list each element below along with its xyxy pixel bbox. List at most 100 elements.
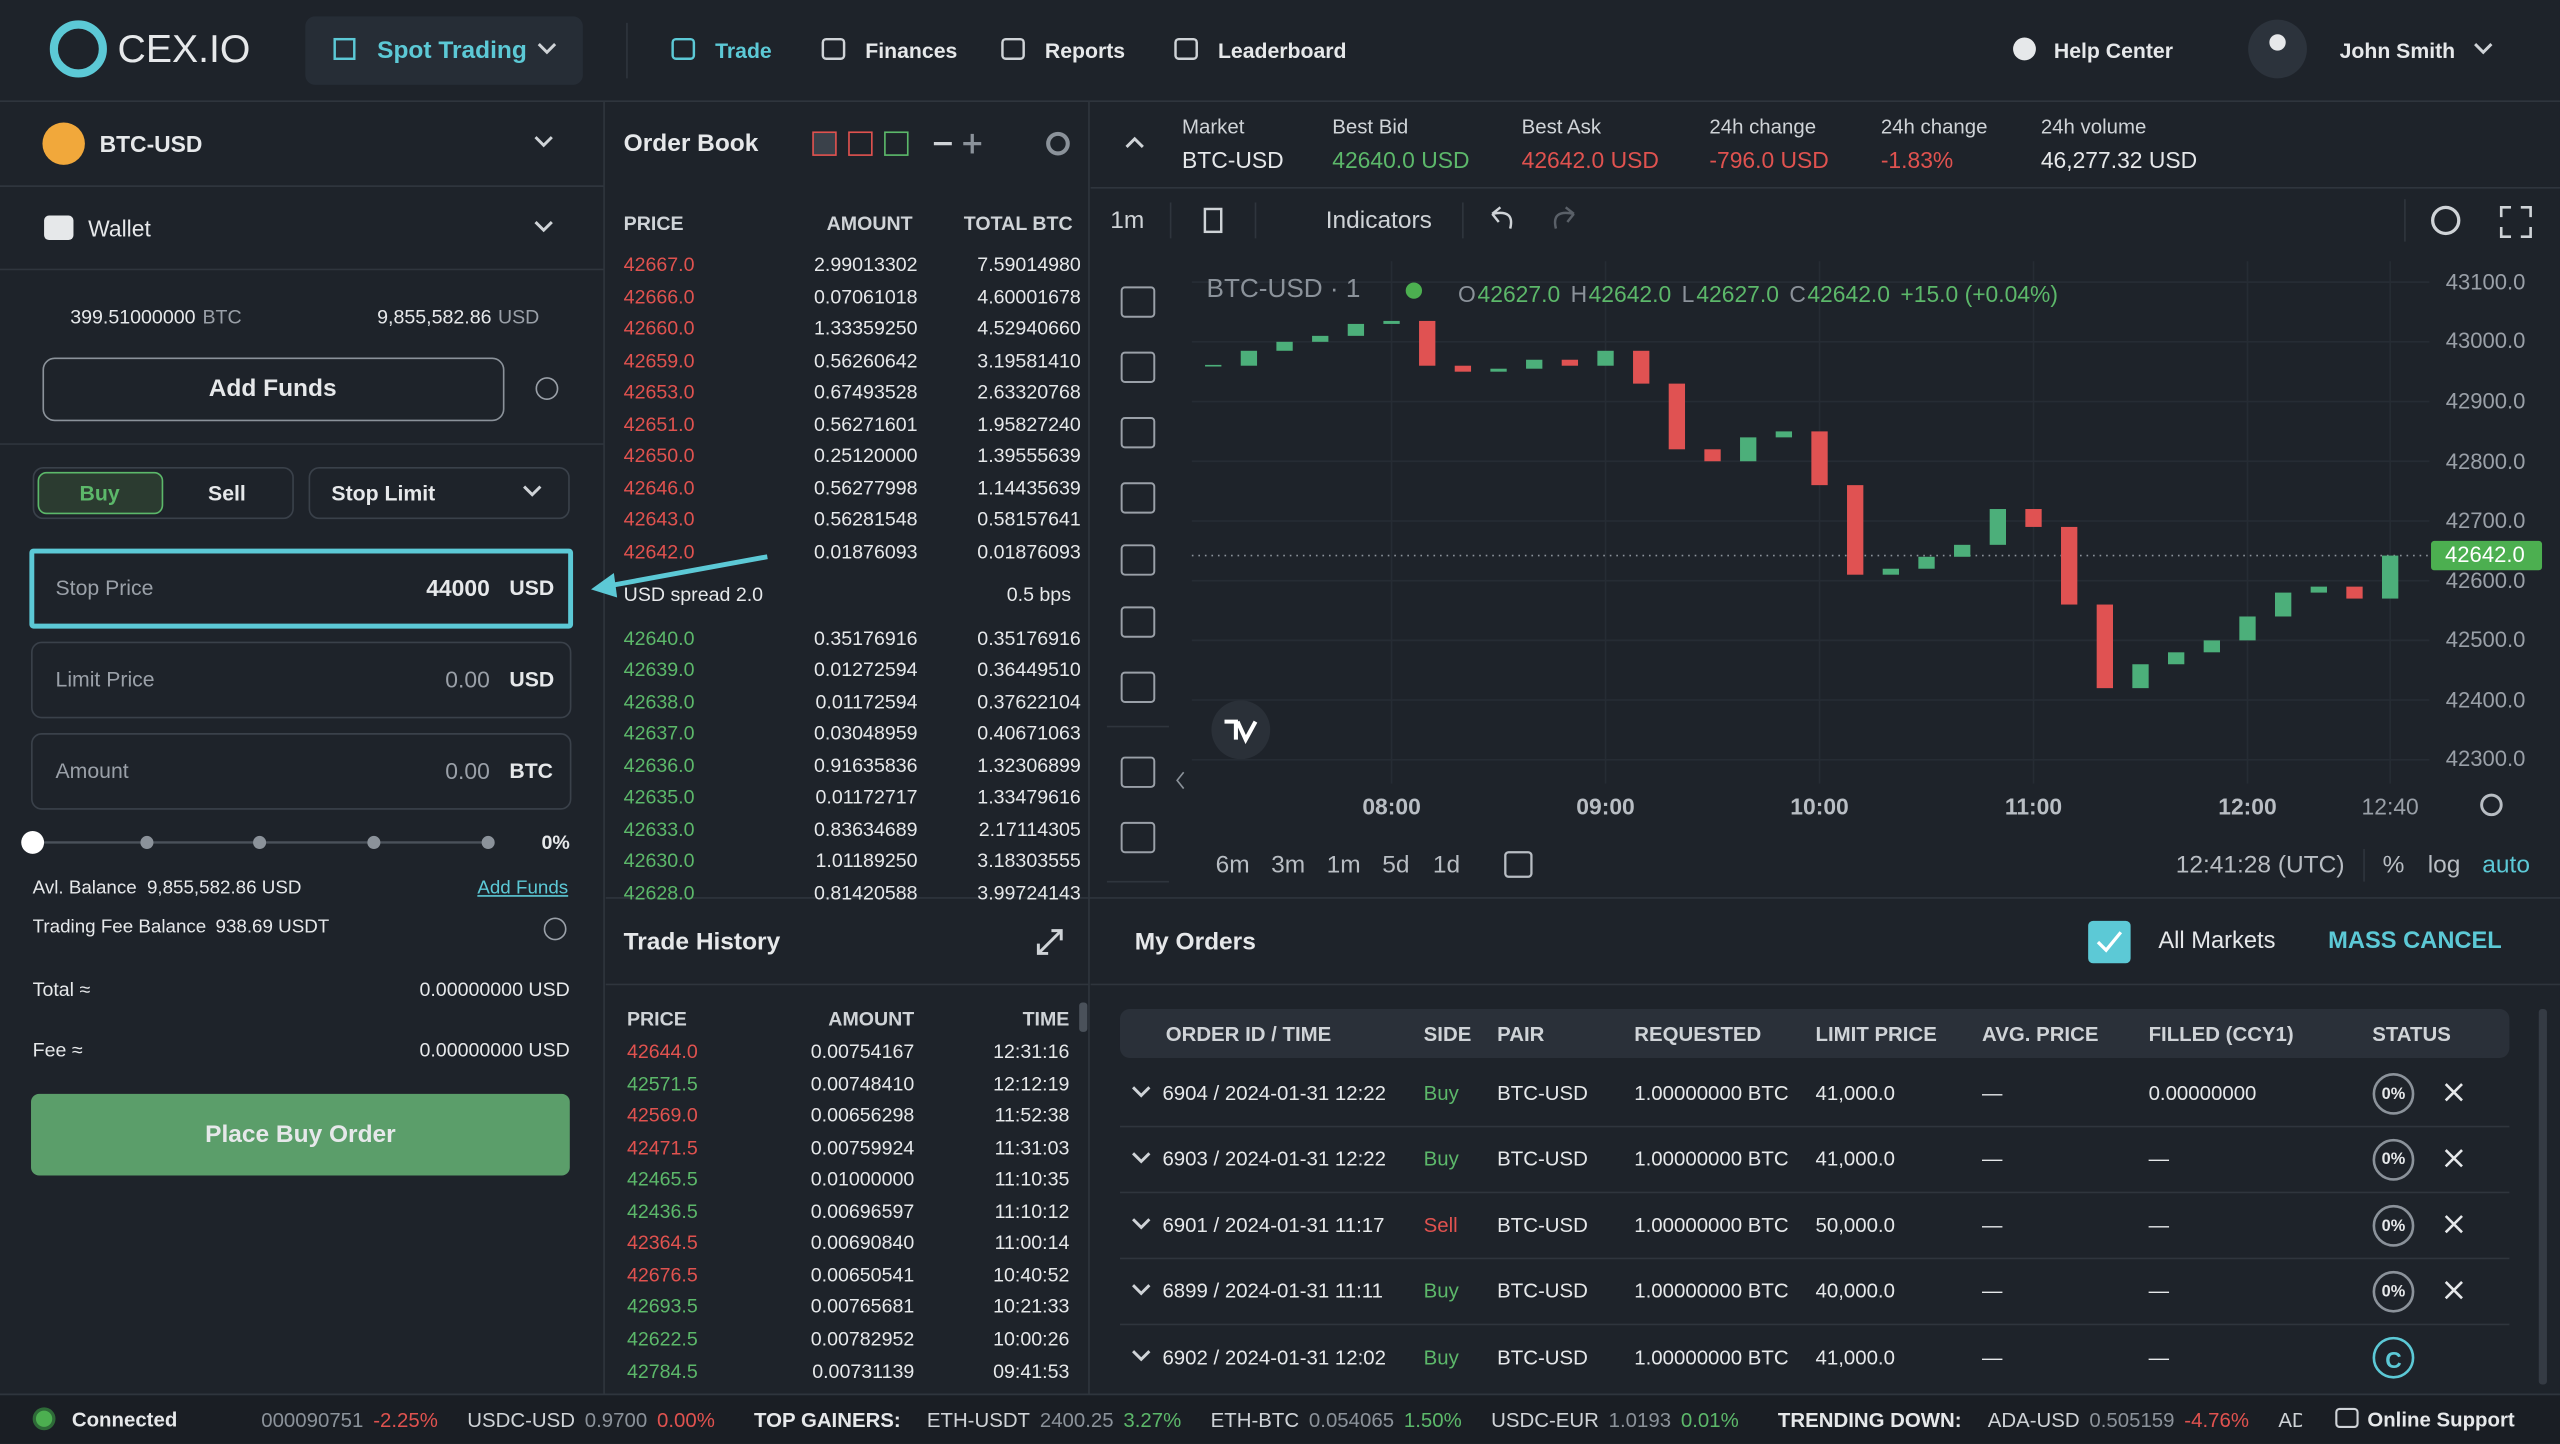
collapse-toolbar[interactable] <box>1176 771 1185 790</box>
chevron-icon[interactable] <box>523 485 542 497</box>
all-markets-checkbox[interactable] <box>2088 920 2131 964</box>
undo-icon[interactable] <box>1491 206 1513 229</box>
order-type-label[interactable]: Stop Limit <box>331 480 436 506</box>
field-value[interactable]: 44000 <box>426 574 490 601</box>
online-support[interactable]: Online Support <box>2367 1408 2515 1432</box>
cancel-order[interactable] <box>2444 1281 2463 1300</box>
range-button[interactable]: 3m <box>1271 851 1306 880</box>
chevron-icon[interactable] <box>534 221 553 233</box>
drawing-tool[interactable] <box>1120 286 1156 318</box>
scale-option[interactable]: % <box>2382 851 2405 880</box>
indicators-button[interactable]: Indicators <box>1325 206 1432 235</box>
candle-type-icon[interactable] <box>1203 207 1223 234</box>
add-funds-link[interactable]: Add Funds <box>477 878 569 899</box>
cancel-order[interactable] <box>2444 1083 2463 1102</box>
fullscreen-icon[interactable] <box>2499 206 2532 239</box>
range-button[interactable]: 1d <box>1432 851 1461 880</box>
field-value[interactable]: 0.00 <box>445 666 490 693</box>
status-label: 0% <box>2381 1283 2406 1302</box>
user-name[interactable]: John Smith <box>2339 38 2456 63</box>
redo-icon[interactable] <box>1553 206 1575 229</box>
add-funds-button[interactable] <box>42 357 505 422</box>
drawing-tool[interactable] <box>1120 544 1156 576</box>
slider-handle[interactable] <box>21 831 45 854</box>
cancel-order[interactable] <box>2444 1149 2463 1168</box>
connection-dot <box>32 1407 56 1431</box>
spread: USD spread 2.0 <box>623 582 764 606</box>
expand-row[interactable] <box>1132 1086 1151 1098</box>
slider-step[interactable] <box>367 835 381 849</box>
market-value: -1.83% <box>1880 146 1954 174</box>
input-field[interactable] <box>29 548 574 629</box>
candle <box>1633 350 1650 384</box>
chevron-icon[interactable] <box>534 136 553 148</box>
field-value[interactable]: 0.00 <box>445 757 490 784</box>
expand-row[interactable] <box>1132 1284 1151 1296</box>
candle <box>1668 383 1686 450</box>
input-field[interactable] <box>31 641 572 719</box>
buy-tab-label[interactable]: Buy <box>79 480 120 506</box>
chevron-icon[interactable] <box>2474 43 2493 55</box>
nav-item[interactable]: Finances <box>865 38 958 63</box>
ohlc-value: 42642.0 <box>1807 280 1890 307</box>
scale-option[interactable]: auto <box>2482 851 2530 880</box>
candle <box>1918 556 1935 569</box>
settings-icon[interactable] <box>1046 131 1070 156</box>
drawing-tool[interactable] <box>1120 671 1156 704</box>
mass-cancel-button[interactable]: MASS CANCEL <box>2328 928 2502 955</box>
nav-item[interactable]: Leaderboard <box>1217 38 1347 63</box>
chevron-icon[interactable] <box>537 43 557 55</box>
ticker-text: 0.054065 <box>1308 1408 1395 1432</box>
drawing-tool[interactable] <box>1120 416 1156 449</box>
drawing-tool[interactable] <box>1120 821 1156 854</box>
order-cell: Buy <box>1423 1279 1459 1303</box>
sell-tab-label[interactable]: Sell <box>208 480 246 506</box>
collapse-icon[interactable] <box>1125 136 1144 148</box>
view-toggle[interactable] <box>812 131 837 156</box>
place-order-button[interactable] <box>31 1093 570 1176</box>
status-badge <box>2372 1138 2415 1181</box>
drawing-tool[interactable] <box>1120 482 1156 514</box>
drawing-tool[interactable] <box>1120 606 1156 638</box>
slider-step[interactable] <box>253 835 267 849</box>
chart-settings-icon[interactable] <box>2431 205 2461 236</box>
order-type-select[interactable] <box>308 466 570 520</box>
expand-row[interactable] <box>1132 1152 1151 1164</box>
drawing-tool[interactable] <box>1120 351 1156 384</box>
buy-tab[interactable] <box>37 471 164 515</box>
range-button[interactable]: 6m <box>1215 851 1250 880</box>
trade-price: 42622.5 <box>626 1327 698 1351</box>
all-markets-label[interactable]: All Markets <box>2158 928 2276 955</box>
expand-row[interactable] <box>1132 1350 1151 1362</box>
total: 1.33479616 <box>977 785 1081 809</box>
input-field[interactable] <box>31 733 572 810</box>
wallet-toggle[interactable]: Wallet <box>88 215 151 242</box>
interval-button[interactable]: 1m <box>1110 206 1145 235</box>
date-range-icon[interactable] <box>1504 851 1533 878</box>
view-toggle[interactable] <box>884 131 909 156</box>
add-funds-label[interactable]: Add Funds <box>208 374 337 403</box>
view-toggle[interactable] <box>848 131 873 156</box>
expand-row[interactable] <box>1132 1218 1151 1230</box>
place-order-label[interactable]: Place Buy Order <box>205 1120 396 1149</box>
range-button[interactable]: 1m <box>1326 851 1361 880</box>
slider-step[interactable] <box>140 835 154 849</box>
mode-selector[interactable] <box>305 16 583 85</box>
nav-item[interactable]: Trade <box>715 38 772 63</box>
expand-icon[interactable] <box>1036 929 1063 955</box>
slider-value: 0% <box>541 831 570 854</box>
drawing-tool[interactable] <box>1120 756 1156 788</box>
scale-option[interactable]: log <box>2427 851 2461 880</box>
amount: 0.03048959 <box>814 721 918 745</box>
mode-label[interactable]: Spot Trading <box>377 36 527 65</box>
help-link[interactable]: Help Center <box>2053 38 2174 63</box>
range-button[interactable]: 5d <box>1382 851 1410 880</box>
scale-settings-icon[interactable] <box>2480 793 2503 817</box>
cancel-order[interactable] <box>2444 1215 2463 1234</box>
pair-selector[interactable]: BTC-USD <box>99 130 203 157</box>
nav-item[interactable]: Reports <box>1044 38 1126 63</box>
wallet-icon <box>44 215 74 240</box>
slider-step[interactable] <box>481 835 495 849</box>
arrow <box>606 554 768 589</box>
